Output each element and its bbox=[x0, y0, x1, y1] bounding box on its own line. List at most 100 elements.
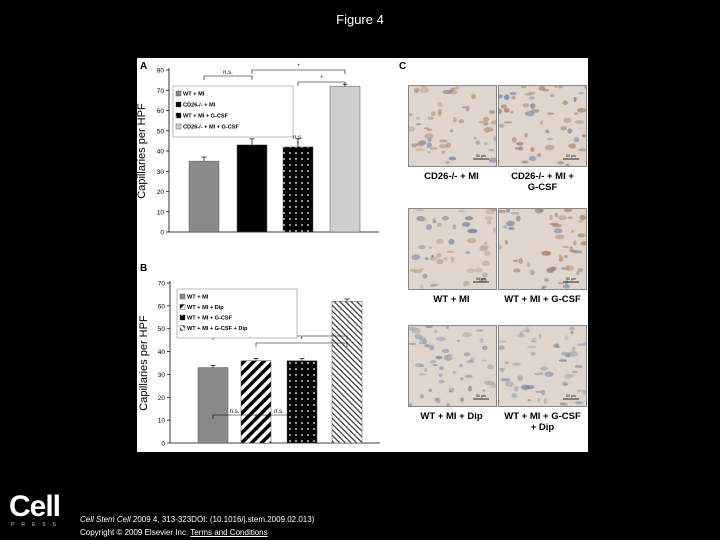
chart-b-legend-label: WT + MI + Dip bbox=[187, 305, 224, 311]
chart-b-bar bbox=[286, 360, 318, 444]
micrograph-cell bbox=[524, 93, 533, 96]
micrograph-cell bbox=[563, 373, 573, 380]
micrograph-cell bbox=[435, 397, 441, 404]
chart-a-y-tick-label: 30 bbox=[157, 169, 165, 176]
micrograph-cell bbox=[415, 116, 421, 121]
micrograph-cell bbox=[438, 373, 443, 377]
chart-a-bar bbox=[236, 144, 268, 233]
micrograph-cell bbox=[452, 370, 457, 375]
cell-press-sub: PRESS bbox=[11, 522, 63, 528]
micrograph-cell bbox=[566, 265, 570, 271]
micrograph-cell bbox=[419, 86, 427, 88]
chart-a-legend-label: WT + MI bbox=[183, 92, 205, 98]
micrograph-cell bbox=[434, 329, 438, 333]
micrograph-cell bbox=[409, 126, 416, 132]
micrograph-cell bbox=[418, 245, 426, 250]
micrograph-cell bbox=[562, 284, 571, 289]
chart-b-y-tick-label: 20 bbox=[158, 395, 166, 402]
citation: Cell Stem Cell 2009 4, 313-323DOI: (10.1… bbox=[80, 515, 315, 524]
micrograph-cell bbox=[488, 149, 495, 152]
panel-letter-c: C bbox=[399, 61, 407, 72]
micrograph-cell bbox=[561, 402, 568, 406]
micrograph-cell bbox=[554, 212, 558, 218]
chart-b-bar bbox=[197, 367, 229, 444]
chart-b-y-tick-label: 10 bbox=[158, 418, 166, 425]
bar-chart-a: Capillaries per HPF 0 10 20 30 40 50 60 70 80 n.s.… bbox=[137, 64, 379, 237]
micrograph-cell bbox=[581, 134, 586, 138]
micrograph-cell bbox=[419, 87, 430, 93]
chart-a-legend-label: CD26-/- + MI bbox=[183, 103, 216, 109]
micrograph-1: 50 µm bbox=[408, 85, 497, 167]
micrograph-cell bbox=[426, 128, 432, 132]
micrograph-cell bbox=[529, 96, 535, 100]
micrograph-cell bbox=[504, 361, 509, 364]
micrograph-cell bbox=[583, 341, 586, 346]
micrograph-cell bbox=[577, 233, 586, 238]
micrograph-cell bbox=[409, 112, 414, 117]
micrograph-cell bbox=[521, 384, 530, 391]
micrograph-cell bbox=[441, 150, 446, 155]
terms-link[interactable]: Terms and Conditions bbox=[190, 528, 268, 537]
micrograph-4: 50 µm bbox=[498, 208, 587, 290]
chart-a-significance-label: * bbox=[297, 64, 300, 70]
micrograph-cell bbox=[509, 91, 517, 96]
scale-bar-label: 50 µm bbox=[566, 154, 576, 158]
micrograph-cell bbox=[484, 380, 495, 385]
chart-b-legend-swatch bbox=[179, 325, 186, 331]
micrograph-cell bbox=[560, 126, 567, 131]
micrograph-cell bbox=[445, 160, 450, 165]
chart-b-significance-bracket bbox=[255, 342, 348, 347]
micrograph-cell bbox=[465, 280, 470, 286]
panel-letter-b: B bbox=[140, 263, 148, 274]
chart-a-legend-box bbox=[172, 85, 294, 138]
chart-b-y-tick-label: 50 bbox=[158, 326, 166, 333]
micrograph-cell bbox=[459, 363, 463, 368]
chart-a-bar bbox=[329, 85, 361, 233]
micrograph-cell bbox=[473, 136, 477, 140]
micrograph-cell bbox=[418, 341, 425, 345]
micrograph-cell bbox=[571, 346, 576, 352]
micrograph-cell bbox=[499, 108, 502, 114]
chart-b-y-tick-label: 0 bbox=[161, 441, 165, 448]
micrograph-cell bbox=[539, 366, 549, 371]
micrograph-cell bbox=[500, 378, 511, 382]
micrograph-cell bbox=[511, 137, 517, 143]
micrograph-cell bbox=[575, 401, 583, 405]
micrograph-cell bbox=[419, 284, 424, 289]
micrograph-cell bbox=[538, 209, 544, 213]
micrograph-cell bbox=[567, 128, 573, 134]
micrograph-cell bbox=[429, 257, 434, 260]
micrograph-cell bbox=[538, 333, 542, 339]
micrograph-cell bbox=[515, 215, 521, 222]
micrograph-cell bbox=[499, 245, 503, 250]
micrograph-cell bbox=[431, 111, 436, 117]
micrograph-cell bbox=[443, 354, 453, 361]
micrograph-cell bbox=[546, 137, 554, 141]
micrograph-cell bbox=[569, 143, 577, 149]
micrograph-cell bbox=[530, 340, 537, 343]
micrograph-cell bbox=[436, 259, 444, 265]
micrograph-label-1: CD26-/- + MI bbox=[424, 171, 479, 182]
micrograph-cell bbox=[479, 337, 484, 344]
micrograph-label-3: WT + MI bbox=[433, 294, 470, 305]
micrograph-cell bbox=[538, 86, 546, 91]
micrograph-cell bbox=[527, 261, 531, 268]
micrograph-cell bbox=[539, 120, 543, 125]
micrograph-cell bbox=[552, 223, 562, 228]
micrograph-cell bbox=[442, 215, 449, 221]
micrograph-cell bbox=[415, 363, 423, 368]
micrograph-cell bbox=[466, 268, 475, 274]
micrograph-cell bbox=[478, 120, 485, 124]
micrograph-cell bbox=[514, 147, 523, 150]
micrograph-cell bbox=[418, 217, 428, 222]
micrograph-cell bbox=[557, 161, 565, 165]
chart-a-y-tick-label: 0 bbox=[160, 230, 164, 237]
chart-b-y-tick-label: 30 bbox=[158, 372, 166, 379]
micrograph-cell bbox=[442, 89, 453, 95]
micrograph-cell bbox=[429, 284, 436, 288]
chart-a-legend-label: WT + MI + G-CSF bbox=[183, 114, 229, 120]
micrograph-cell bbox=[570, 330, 574, 335]
micrograph-cell bbox=[568, 351, 579, 357]
micrograph-cell bbox=[439, 139, 448, 143]
micrograph-cell bbox=[409, 342, 417, 345]
